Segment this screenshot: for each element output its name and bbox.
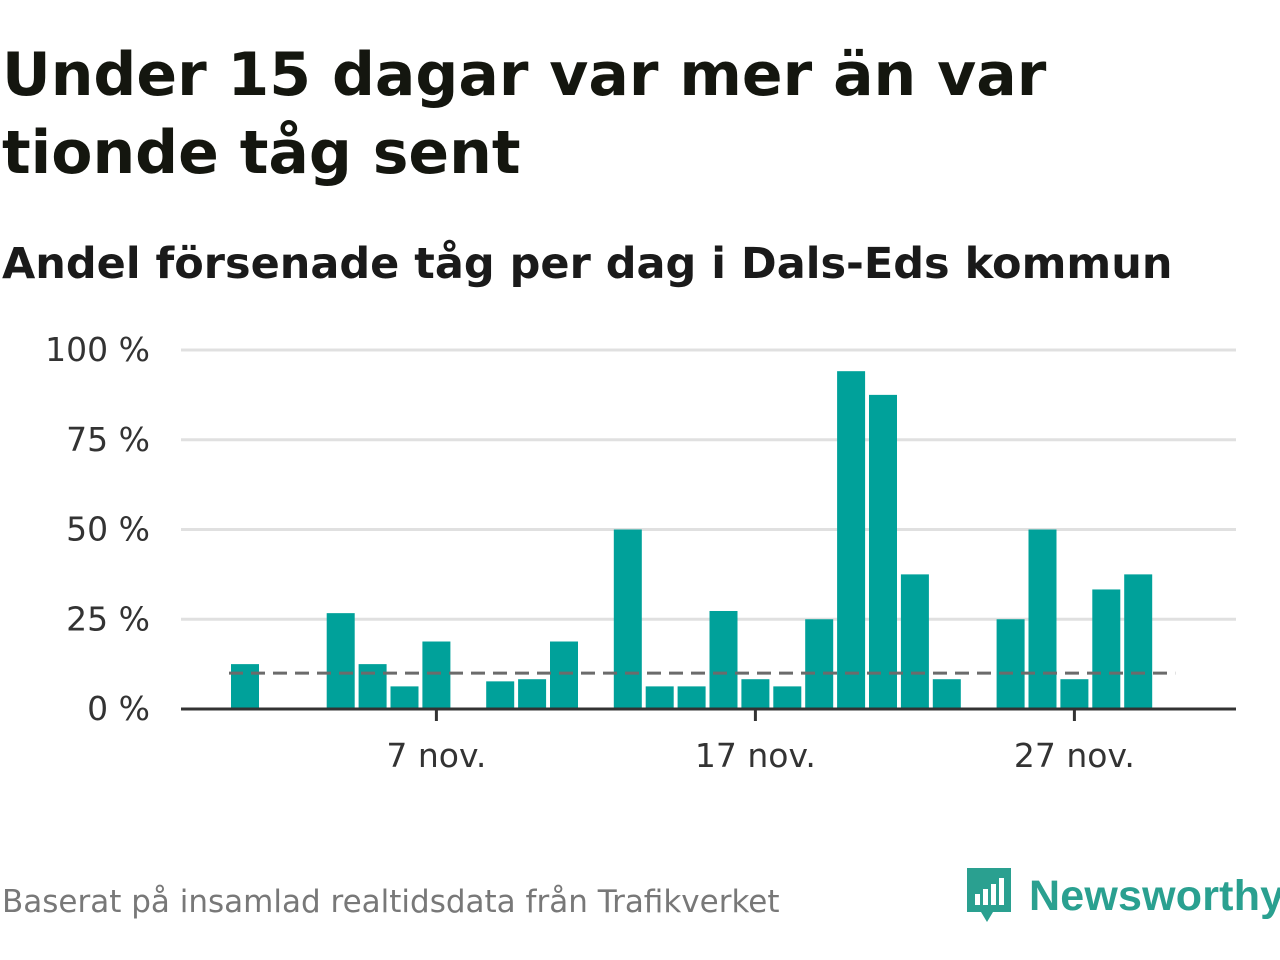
y-tick-label: 100 %	[45, 330, 150, 369]
bar	[486, 681, 515, 709]
x-tick-label: 27 nov.	[1014, 736, 1135, 775]
bar-chart: 0 % 25 % 50 % 75 % 100 % 7 nov. 17 nov. 27 nov…	[45, 330, 1236, 775]
bar	[231, 664, 259, 709]
source-note: Baserat på insamlad realtidsdata från Tr…	[2, 884, 780, 920]
bar	[773, 686, 802, 709]
x-tick-label: 7 nov.	[386, 736, 486, 775]
y-tick-label: 75 %	[66, 420, 150, 459]
newsworthy-logo-icon	[967, 868, 1011, 922]
chart-subtitle: Andel försenade tåg per dag i Dals-Eds k…	[2, 239, 1173, 289]
bar	[869, 394, 897, 709]
bar	[741, 679, 770, 709]
y-tick-label: 0 %	[87, 689, 150, 728]
bar	[709, 610, 738, 709]
bar	[900, 574, 929, 709]
bar	[422, 641, 451, 709]
bar	[613, 529, 642, 709]
x-axis-ticks: 7 nov. 17 nov. 27 nov.	[386, 709, 1135, 775]
y-tick-label: 50 %	[66, 510, 150, 549]
brand-name: Newsworthy	[1029, 871, 1280, 920]
bar	[805, 619, 834, 709]
y-axis-ticks: 0 % 25 % 50 % 75 % 100 %	[45, 330, 150, 728]
chart-title: Under 15 dagar var mer än var tionde tåg…	[2, 40, 1047, 188]
bar	[326, 613, 355, 709]
y-tick-label: 25 %	[66, 599, 150, 638]
gridlines	[181, 348, 1236, 621]
bar	[837, 371, 866, 709]
bar	[1124, 574, 1153, 709]
bar	[1028, 529, 1057, 709]
bars	[231, 371, 1153, 709]
brand-logo: Newsworthy	[963, 864, 1280, 928]
bar	[996, 619, 1025, 709]
bar	[1092, 589, 1121, 709]
bar	[677, 686, 706, 709]
bar	[1060, 679, 1089, 709]
bar	[645, 686, 674, 709]
bar	[550, 641, 578, 709]
bar	[518, 679, 547, 709]
bar	[390, 686, 419, 709]
x-tick-label: 17 nov.	[695, 736, 816, 775]
bar	[932, 679, 961, 709]
bar	[358, 664, 387, 709]
